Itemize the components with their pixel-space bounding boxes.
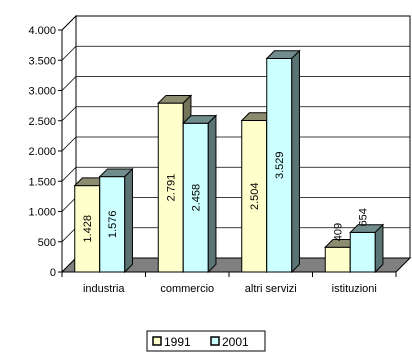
data-label: 1.576 [107, 211, 119, 239]
y-tick-label: 3.000 [28, 86, 56, 98]
legend-swatch [152, 336, 162, 346]
x-tick-label: istituzioni [332, 283, 377, 295]
bars [73, 49, 385, 274]
legend-label: 2001 [222, 335, 249, 349]
data-label: 2.791 [166, 174, 178, 202]
legend-swatch [210, 336, 220, 346]
legend: 1991 2001 [146, 330, 266, 352]
data-label: 2.504 [249, 182, 261, 210]
data-label: 1.428 [82, 215, 94, 243]
data-label: 2.458 [191, 184, 203, 212]
legend-box [146, 330, 266, 352]
y-tick-label: 4.000 [28, 25, 56, 37]
bar-side [124, 167, 133, 274]
bar-side [374, 223, 384, 274]
bar-front [266, 57, 293, 273]
bar-front [241, 120, 268, 273]
bar-front [157, 102, 184, 273]
data-label: 3.529 [274, 151, 286, 179]
data-labels: 1.428 1.576 2.791 2.458 2.504 3.529 409 654 [82, 151, 370, 242]
bar-front [324, 246, 351, 273]
y-tick-label: 2.000 [28, 146, 56, 158]
y-tick-label: 1.500 [28, 176, 56, 188]
x-tick-label: commercio [160, 283, 214, 295]
y-tick-label: 3.500 [28, 55, 56, 67]
axes: 0 500 1.000 1.500 2.000 2.500 3.000 3.500 4.000 i… [28, 25, 397, 295]
bar [349, 223, 385, 274]
y-tick-label: 0 [50, 267, 56, 279]
bar [182, 114, 218, 274]
bar [265, 49, 301, 274]
y-tick-label: 1.000 [28, 207, 56, 219]
data-label: 409 [333, 223, 345, 241]
y-tick-label: 2.500 [28, 116, 56, 128]
bar-front [349, 231, 376, 273]
bar-side [291, 49, 300, 274]
gridline [61, 15, 410, 31]
legend-label: 1991 [164, 335, 191, 349]
x-tick-label: altri servizi [245, 283, 297, 295]
bar-side [207, 114, 217, 274]
gridline [61, 45, 410, 61]
y-tick-label: 500 [38, 237, 56, 249]
bar [98, 167, 134, 274]
data-label: 654 [358, 208, 370, 226]
bar-front [74, 185, 101, 273]
x-tick-label: industria [83, 283, 125, 295]
